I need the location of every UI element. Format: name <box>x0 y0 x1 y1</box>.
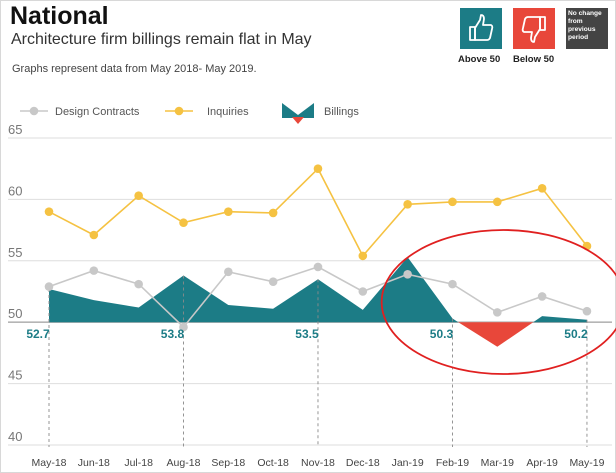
design-contracts-point <box>448 279 457 289</box>
billings-value-label: 50.2 <box>564 327 588 341</box>
y-tick-label: 40 <box>8 429 22 444</box>
page-subtitle: Architecture firm billings remain flat i… <box>11 31 312 48</box>
inquiries-point <box>179 218 188 228</box>
x-tick-label: Jun-18 <box>78 457 110 469</box>
design-contracts-point <box>44 282 54 291</box>
x-tick-label: Oct-18 <box>257 457 289 469</box>
billings-value-label: 50.3 <box>430 327 454 341</box>
inquiries-point <box>493 197 502 207</box>
thumbs-down-icon <box>513 8 555 49</box>
legend-billings-below-icon <box>292 117 304 124</box>
design-contracts-point <box>313 262 323 272</box>
x-tick-label: Apr-19 <box>526 457 558 469</box>
inquiries-point <box>268 208 278 218</box>
inquiries-point <box>44 207 54 216</box>
legend-design-contracts-marker <box>29 106 39 116</box>
x-tick-label: Jan-19 <box>392 457 424 469</box>
design-contracts-point <box>89 266 99 275</box>
x-tick-label: Nov-18 <box>301 457 335 469</box>
y-tick-label: 65 <box>8 122 22 137</box>
billings-value-label: 53.8 <box>161 327 185 341</box>
y-tick-label: 45 <box>8 368 22 383</box>
x-tick-label: Mar-19 <box>481 457 514 469</box>
design-contracts-point <box>358 287 368 296</box>
x-tick-label: Feb-19 <box>436 457 469 469</box>
inquiries-point <box>313 164 323 173</box>
x-tick-label: Jul-18 <box>124 457 153 469</box>
legend-billings-above-icon <box>298 103 314 118</box>
y-tick-label: 50 <box>8 306 22 321</box>
design-contracts-point <box>582 306 592 316</box>
design-contracts-point <box>224 267 233 277</box>
billings-area-below <box>458 322 534 347</box>
legend-inquiries-label: Inquiries <box>207 106 249 118</box>
legend-billings-above-icon <box>282 103 298 118</box>
billings-area-above <box>49 257 459 323</box>
above-50-label: Above 50 <box>458 54 501 65</box>
billings-area-above <box>533 316 587 323</box>
inquiries-point <box>134 191 143 201</box>
highlight-ellipse <box>380 229 616 375</box>
inquiries-point <box>448 197 457 207</box>
below-50-box <box>513 8 555 49</box>
inquiries-line <box>48 167 588 258</box>
billings-value-label: 52.7 <box>26 327 50 341</box>
thumbs-up-icon <box>460 8 502 49</box>
no-change-line: period <box>568 34 589 41</box>
x-tick-label: May-18 <box>31 457 66 469</box>
no-change-line: previous <box>568 26 596 33</box>
inquiries-point <box>358 251 368 261</box>
no-change-line: No change <box>568 10 602 17</box>
below-50-label: Below 50 <box>513 54 555 65</box>
page-title: National <box>10 2 109 30</box>
legend-billings-label: Billings <box>324 106 359 118</box>
inquiries-point <box>89 230 99 240</box>
design-contracts-point <box>268 277 278 286</box>
x-tick-label: Dec-18 <box>346 457 380 469</box>
inquiries-point <box>224 207 233 216</box>
no-change-box: No change from previous period <box>566 8 608 49</box>
billings-value-label: 53.5 <box>295 327 319 341</box>
design-contracts-point <box>134 279 143 289</box>
x-tick-label: Sep-18 <box>211 457 245 469</box>
design-contracts-point <box>537 292 547 301</box>
above-50-box <box>460 8 502 49</box>
legend-inquiries-marker <box>174 106 184 116</box>
no-change-line: from <box>568 18 583 25</box>
design-contracts-point <box>403 270 412 279</box>
legend-design-contracts-label: Design Contracts <box>55 106 140 118</box>
x-tick-label: Aug-18 <box>167 457 201 469</box>
design-contracts-point <box>493 308 502 317</box>
inquiries-point <box>537 184 547 193</box>
design-contracts-point <box>179 322 188 332</box>
x-tick-label: May-19 <box>569 457 604 469</box>
y-tick-label: 60 <box>8 183 22 198</box>
inquiries-point <box>403 200 412 209</box>
y-tick-label: 55 <box>8 245 22 260</box>
data-range-note: Graphs represent data from May 2018- May… <box>12 63 257 75</box>
